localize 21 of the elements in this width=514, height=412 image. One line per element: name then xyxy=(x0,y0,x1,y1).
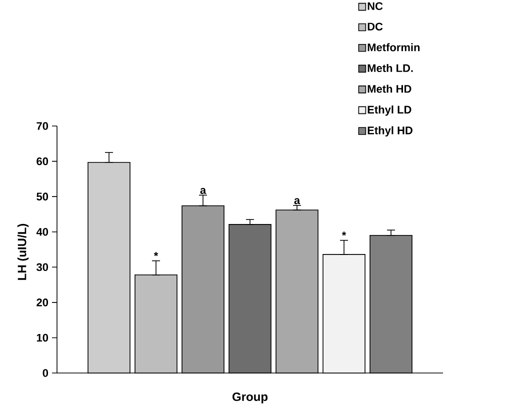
y-tick-label: 60 xyxy=(36,157,48,166)
data-label: a xyxy=(200,188,206,194)
legend-label: Ethyl HD xyxy=(368,126,412,136)
y-axis-title: LH (uIU/L) xyxy=(17,224,29,280)
y-tick-label: 70 xyxy=(36,122,48,130)
data-label: * xyxy=(154,252,158,256)
legend-label: NC xyxy=(368,2,383,10)
legend-label: Meth HD xyxy=(368,84,412,93)
legend-label: DC xyxy=(368,22,383,30)
legend-label: Ethyl LD xyxy=(368,105,412,116)
y-tick-label: 40 xyxy=(36,228,48,236)
data-label: * xyxy=(342,232,346,236)
data-label: a xyxy=(294,198,300,204)
legend-label: Meth LD. xyxy=(368,64,413,72)
y-tick-label: 0 xyxy=(42,369,48,377)
y-tick-label: 30 xyxy=(36,263,48,272)
legend-label: Metformin xyxy=(368,43,420,52)
y-tick-label: 50 xyxy=(36,192,48,200)
y-tick-label: 20 xyxy=(36,298,48,306)
y-tick-label: 10 xyxy=(36,334,48,342)
x-axis-title: Group xyxy=(232,392,268,404)
